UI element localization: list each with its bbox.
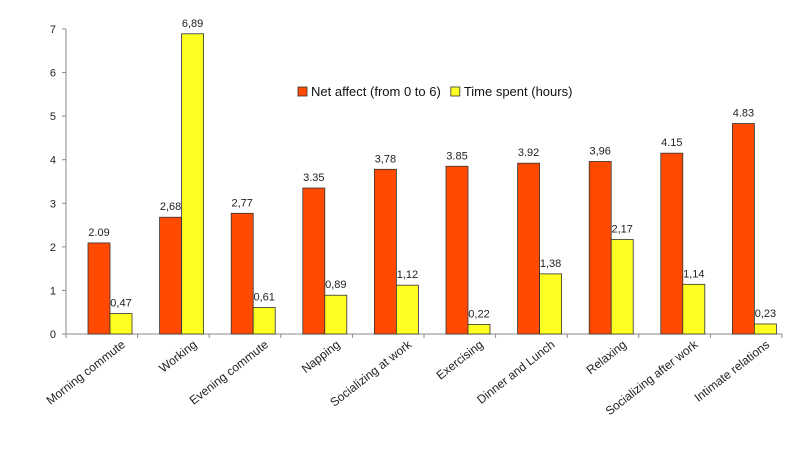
y-tick-label: 2 [50, 242, 56, 254]
data-label: 0,47 [110, 298, 131, 310]
y-tick-label: 0 [50, 329, 56, 341]
data-label: 4.83 [733, 108, 754, 120]
bars [87, 33, 777, 335]
category-label: Morning commute [44, 337, 129, 407]
bar-net-affect [660, 152, 684, 335]
y-tick-label: 5 [50, 111, 56, 123]
legend-swatch [297, 86, 308, 97]
y-tick-label: 3 [50, 198, 56, 210]
data-label: 0,89 [325, 279, 346, 291]
bar-net-affect [302, 187, 326, 335]
legend-swatch [450, 86, 461, 97]
bar-net-affect [373, 168, 397, 335]
category-label: Working [156, 337, 199, 375]
bar-net-affect [230, 212, 254, 335]
bar-time-spent [754, 323, 777, 335]
category-label: Evening commute [187, 337, 272, 407]
data-label: 2,77 [231, 197, 252, 209]
legend-entry: Time spent (hours) [464, 84, 573, 99]
data-label: 2,68 [160, 201, 181, 213]
category-label: Exercising [434, 337, 486, 382]
legend-entry: Net affect (from 0 to 6) [311, 84, 441, 99]
bar-time-spent [181, 33, 205, 335]
bar-time-spent [324, 294, 348, 335]
bar-net-affect [517, 162, 540, 335]
category-label: Napping [299, 337, 343, 376]
data-label: 1,38 [540, 258, 561, 270]
data-label: 0,61 [253, 291, 274, 303]
bar-net-affect [732, 123, 755, 335]
data-label: 1,14 [683, 268, 704, 280]
data-label: 3,78 [375, 153, 396, 165]
y-tick-label: 7 [50, 24, 56, 36]
data-label: 3.92 [518, 147, 539, 159]
category-label: Relaxing [584, 337, 629, 377]
category-label: Dinner and Lunch [474, 337, 557, 406]
bar-net-affect [588, 161, 612, 335]
bar-time-spent [395, 284, 419, 335]
y-tick-label: 4 [50, 155, 56, 167]
y-tick-label: 1 [50, 285, 56, 297]
y-tick-label: 6 [50, 68, 56, 80]
category-label: Intimate relations [692, 337, 773, 404]
data-label: 0,23 [755, 308, 776, 320]
bar-time-spent [682, 283, 706, 335]
data-label: 2,17 [611, 223, 632, 235]
bar-time-spent [610, 239, 634, 335]
data-label: 2.09 [88, 227, 109, 239]
data-label: 3,96 [589, 145, 610, 157]
bar-net-affect [87, 242, 111, 335]
bar-net-affect [159, 216, 183, 335]
data-label: 6,89 [182, 18, 203, 30]
data-label: 1,12 [397, 269, 418, 281]
data-label: 4.15 [661, 137, 682, 149]
bar-time-spent [109, 313, 133, 335]
bar-time-spent [539, 273, 562, 335]
data-label: 0,22 [468, 308, 489, 320]
data-label: 3.35 [303, 172, 324, 184]
legend: Net affect (from 0 to 6) Time spent (hour… [297, 84, 573, 99]
data-label: 3.85 [446, 150, 467, 162]
bar-time-spent [467, 324, 491, 335]
bar-net-affect [445, 165, 469, 335]
bar-time-spent [252, 307, 276, 335]
